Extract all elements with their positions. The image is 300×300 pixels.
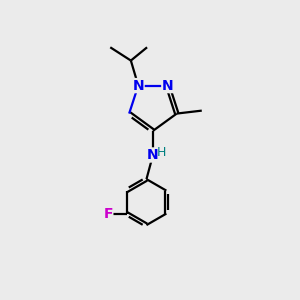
Text: N: N	[162, 79, 173, 93]
Text: H: H	[157, 146, 166, 159]
Text: F: F	[103, 207, 113, 220]
Text: N: N	[147, 148, 159, 162]
Text: N: N	[132, 79, 144, 93]
